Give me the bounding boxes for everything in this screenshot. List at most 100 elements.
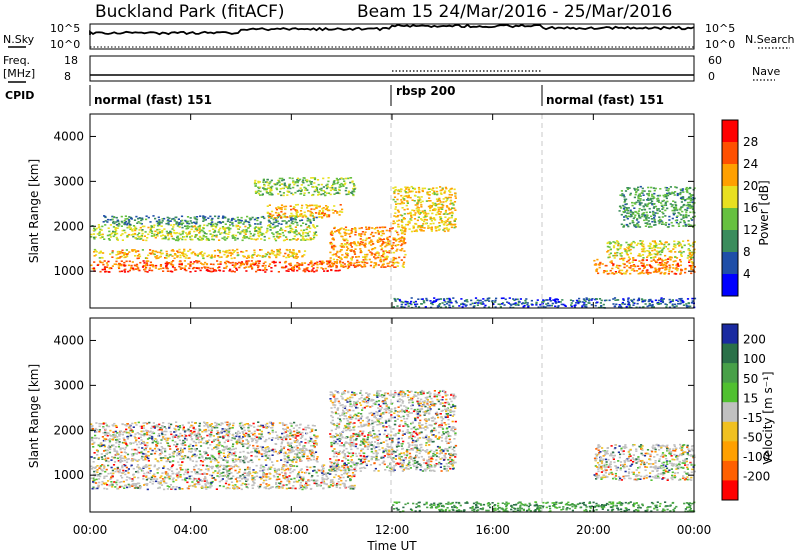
power-echo-cell bbox=[401, 259, 403, 261]
power-echo-cell bbox=[620, 246, 622, 248]
power-echo-cell bbox=[259, 255, 261, 257]
velocity-echo-cell bbox=[104, 471, 106, 473]
power-echo-cell bbox=[565, 305, 567, 307]
power-echo-cell bbox=[661, 251, 663, 253]
power-echo-cell bbox=[350, 258, 352, 260]
power-echo-cell bbox=[446, 303, 448, 305]
power-echo-cell bbox=[351, 193, 353, 195]
power-echo-cell bbox=[475, 302, 477, 304]
power-echo-cell bbox=[638, 260, 640, 262]
power-echo-cell bbox=[246, 236, 248, 238]
velocity-echo-cell bbox=[292, 485, 294, 487]
power-echo-cell bbox=[116, 224, 118, 226]
power-echo-cell bbox=[333, 259, 335, 261]
power-echo-cell bbox=[290, 209, 292, 211]
power-echo-cell bbox=[688, 261, 690, 263]
power-echo-cell bbox=[202, 256, 204, 258]
velocity-echo-cell bbox=[308, 480, 310, 482]
power-echo-cell bbox=[407, 303, 409, 305]
power-echo-cell bbox=[193, 231, 195, 233]
power-echo-cell bbox=[344, 263, 346, 265]
power-echo-cell bbox=[183, 250, 185, 252]
power-echo-cell bbox=[604, 300, 606, 302]
power-echo-cell bbox=[640, 243, 642, 245]
power-echo-cell bbox=[464, 300, 466, 302]
power-echo-cell bbox=[675, 220, 677, 222]
power-echo-cell bbox=[122, 252, 124, 254]
power-echo-cell bbox=[272, 215, 274, 217]
power-echo-cell bbox=[682, 190, 684, 192]
velocity-echo-cell bbox=[157, 487, 159, 489]
power-echo-cell bbox=[637, 224, 639, 226]
power-echo-cell bbox=[646, 212, 648, 214]
power-echo-cell bbox=[406, 205, 408, 207]
power-echo-cell bbox=[337, 179, 339, 181]
power-echo-cell bbox=[132, 234, 134, 236]
power-echo-cell bbox=[124, 232, 126, 234]
power-echo-cell bbox=[651, 247, 653, 249]
power-echo-cell bbox=[366, 228, 368, 230]
power-echo-cell bbox=[255, 261, 257, 263]
power-echo-cell bbox=[293, 207, 295, 209]
velocity-echo-cell bbox=[301, 472, 303, 474]
power-echo-cell bbox=[673, 207, 675, 209]
power-echo-cell bbox=[198, 239, 200, 241]
power-echo-cell bbox=[303, 254, 305, 256]
power-echo-cell bbox=[189, 265, 191, 267]
power-echo-cell bbox=[405, 301, 407, 303]
velocity-echo-cell bbox=[305, 483, 307, 485]
power-echo-cell bbox=[385, 250, 387, 252]
power-echo-cell bbox=[450, 223, 452, 225]
power-echo-cell bbox=[233, 251, 235, 253]
velocity-echo-cell bbox=[241, 478, 243, 480]
power-echo-cell bbox=[309, 180, 311, 182]
power-echo-cell bbox=[434, 210, 436, 212]
velocity-echo-cell bbox=[98, 482, 100, 484]
power-echo-cell bbox=[297, 204, 299, 206]
velocity-echo-cell bbox=[265, 483, 267, 485]
power-echo-cell bbox=[440, 218, 442, 220]
power-echo-cell bbox=[351, 246, 353, 248]
power-echo-cell bbox=[418, 191, 420, 193]
power-echo-cell bbox=[258, 193, 260, 195]
power-echo-cell bbox=[646, 219, 648, 221]
power-echo-cell bbox=[639, 240, 641, 242]
velocity-echo-cell bbox=[94, 488, 96, 490]
power-echo-cell bbox=[658, 251, 660, 253]
velocity-echo-cell bbox=[194, 471, 196, 473]
power-echo-cell bbox=[641, 202, 643, 204]
power-echo-cell bbox=[405, 304, 407, 306]
velocity-echo-cell bbox=[278, 468, 280, 470]
power-echo-cell bbox=[587, 302, 589, 304]
cpid-panel: CPID normal (fast) 151 rbsp 200 normal (… bbox=[5, 84, 664, 107]
power-echo-cell bbox=[288, 269, 290, 271]
power-echo-cell bbox=[278, 214, 280, 216]
velocity-echo-cell bbox=[167, 468, 169, 470]
power-echo-cell bbox=[302, 179, 304, 181]
power-echo-cell bbox=[671, 206, 673, 208]
power-echo-cell bbox=[666, 198, 668, 200]
velocity-echo-cell bbox=[312, 470, 314, 472]
power-echo-cell bbox=[282, 188, 284, 190]
power-echo-cell bbox=[168, 232, 170, 234]
velocity-echo-cell bbox=[209, 474, 211, 476]
power-echo-cell bbox=[251, 260, 253, 262]
power-echo-cell bbox=[415, 306, 417, 308]
power-echo-cell bbox=[396, 220, 398, 222]
power-echo-cell bbox=[499, 304, 501, 306]
power-echo-cell bbox=[255, 271, 257, 273]
power-echo-cell bbox=[288, 191, 290, 193]
power-echo-cell bbox=[280, 211, 282, 213]
power-echo-cell bbox=[435, 228, 437, 230]
velocity-echo-cell bbox=[202, 465, 204, 467]
power-echo-cell bbox=[685, 188, 687, 190]
power-echo-cell bbox=[132, 230, 134, 232]
power-echo-cell bbox=[128, 251, 130, 253]
velocity-echo-cell bbox=[286, 476, 288, 478]
power-echo-cell bbox=[106, 262, 108, 264]
power-echo-cell bbox=[292, 180, 294, 182]
power-echo-cell bbox=[113, 226, 115, 228]
power-echo-cell bbox=[665, 196, 667, 198]
power-echo-cell bbox=[118, 224, 120, 226]
power-echo-cell bbox=[675, 299, 677, 301]
